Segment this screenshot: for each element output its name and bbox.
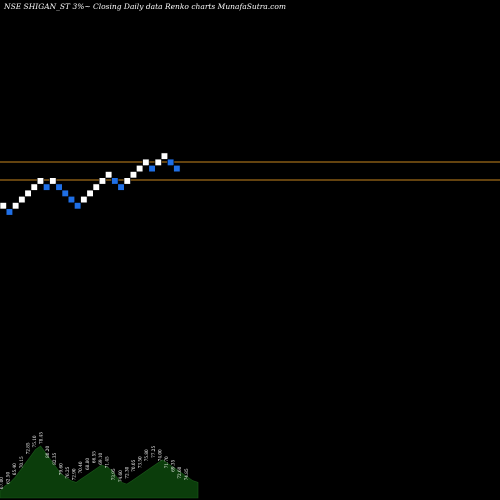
renko-brick-up [0, 202, 7, 210]
volume-label: 65.40 [12, 463, 17, 475]
volume-area-path [0, 445, 199, 499]
renko-brick-up [136, 165, 144, 173]
renko-brick-down [74, 202, 82, 210]
volume-area [0, 445, 199, 499]
renko-brick-up [142, 158, 150, 166]
renko-brick-up [123, 177, 131, 185]
renko-brick-up [129, 171, 137, 179]
renko-brick-up [30, 183, 38, 191]
renko-bricks [0, 152, 181, 216]
renko-brick-up [92, 183, 100, 191]
renko-brick-up [12, 202, 20, 210]
renko-brick-down [117, 183, 125, 191]
renko-brick-up [86, 189, 94, 197]
volume-label: 75.80 [144, 449, 149, 461]
volume-label: 78.45 [39, 432, 44, 444]
renko-brick-up [18, 196, 26, 204]
volume-label: 72.90 [72, 468, 77, 480]
volume-label: 73.95 [111, 468, 116, 480]
volume-label: 75.10 [32, 435, 37, 447]
volume-label: 70.40 [78, 461, 83, 473]
volume-label: 72.60 [177, 466, 182, 478]
renko-brick-down [167, 158, 175, 166]
renko-brick-up [160, 152, 168, 160]
volume-label: 77.25 [151, 446, 156, 458]
volume-label: 67.00 [0, 477, 4, 489]
renko-brick-up [24, 189, 32, 197]
volume-label: 74.85 [184, 468, 189, 480]
volume-label: 66.55 [91, 451, 96, 463]
volume-label: 76.25 [65, 466, 70, 478]
renko-brick-up [105, 171, 113, 179]
renko-brick-down [173, 165, 181, 173]
volume-label: 71.45 [105, 456, 110, 468]
renko-brick-up [36, 177, 45, 185]
volume-label: 70.05 [131, 459, 136, 471]
volume-label: 69.10 [98, 452, 103, 464]
volume-label: 70.15 [19, 456, 24, 468]
renko-brick-down [148, 165, 156, 173]
volume-label: 71.70 [164, 456, 169, 468]
renko-brick-down [111, 177, 119, 185]
volume-label: 80.20 [45, 446, 50, 458]
volume-label: 74.60 [118, 470, 123, 482]
volume-label: 82.35 [52, 452, 57, 464]
volume-label: 69.35 [171, 459, 176, 471]
renko-brick-down [5, 208, 13, 216]
renko-brick-down [61, 189, 69, 197]
renko-brick-up [154, 158, 162, 166]
volume-label: 73.50 [138, 456, 143, 468]
renko-brick-down [67, 196, 75, 204]
level-lines [0, 161, 500, 181]
renko-brick-down [43, 183, 51, 191]
renko-brick-up [98, 177, 106, 185]
renko-brick-up [80, 196, 88, 204]
renko-brick-up [49, 177, 57, 185]
chart-title: NSE SHIGAN_ST 3%~ Closing Daily data Ren… [3, 2, 286, 11]
volume-label: 62.50 [6, 472, 11, 484]
volume-label: 72.30 [124, 466, 129, 478]
volume-label: 72.85 [25, 442, 30, 454]
renko-brick-down [55, 183, 63, 191]
volume-label: 79.60 [58, 463, 63, 475]
volume-label: 74.00 [157, 449, 162, 461]
volume-label: 68.80 [85, 458, 90, 470]
